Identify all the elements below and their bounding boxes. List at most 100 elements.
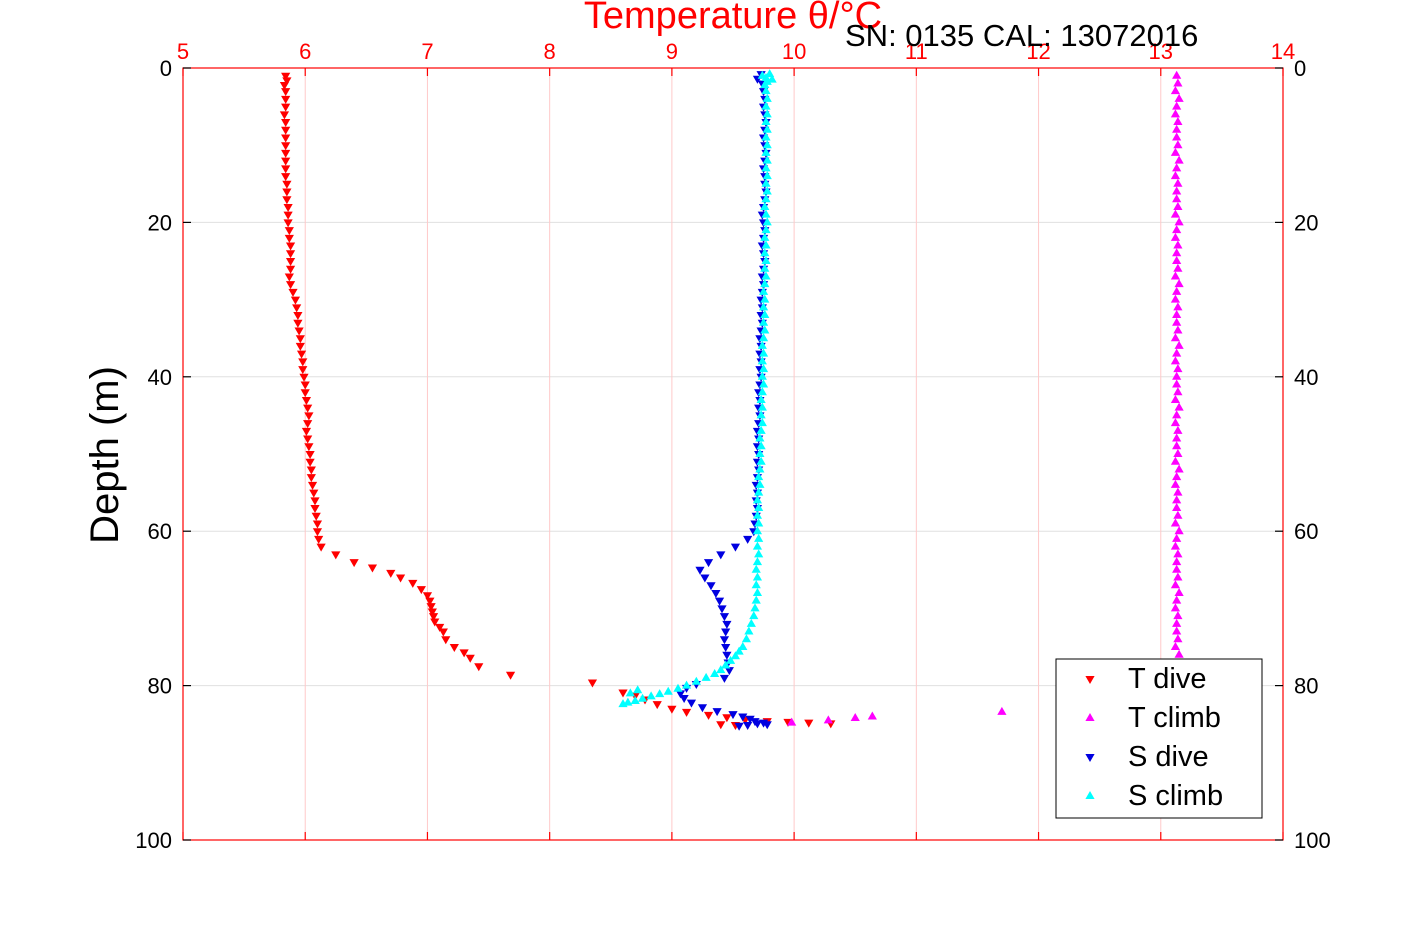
legend-box	[1055, 658, 1263, 819]
data-point-marker	[755, 464, 765, 473]
data-point-marker	[823, 715, 833, 724]
data-point-marker	[762, 171, 772, 180]
y-tick-label-left: 100	[135, 828, 172, 853]
data-point-marker	[301, 396, 312, 405]
data-point-marker	[722, 620, 732, 629]
data-point-marker	[633, 685, 643, 694]
data-point-marker	[288, 288, 298, 297]
data-point-marker	[761, 225, 771, 234]
data-point-marker	[757, 387, 767, 396]
data-point-marker	[422, 592, 433, 601]
data-point-marker	[760, 279, 770, 288]
data-point-marker	[292, 304, 302, 313]
data-point-marker	[738, 642, 748, 650]
data-point-marker	[754, 549, 764, 558]
data-point-marker	[719, 613, 730, 622]
data-point-marker	[758, 379, 769, 388]
data-point-marker	[331, 551, 341, 560]
data-point-marker	[282, 77, 292, 86]
data-point-marker	[281, 149, 291, 158]
data-point-marker	[725, 655, 736, 664]
data-point-marker	[758, 286, 769, 295]
data-point-marker	[760, 248, 770, 257]
data-point-marker	[804, 719, 814, 728]
data-point-marker	[282, 188, 292, 197]
data-point-marker	[1174, 340, 1184, 349]
chart-annotation: SN: 0135 CAL: 13072016	[845, 18, 1198, 53]
data-point-marker	[309, 489, 319, 498]
data-point-marker	[646, 691, 656, 700]
data-point-marker	[752, 720, 763, 729]
data-point-marker	[281, 142, 291, 151]
legend-label: T dive	[1128, 663, 1206, 695]
data-point-marker	[441, 636, 451, 645]
data-point-marker	[435, 623, 445, 632]
series-t-climb	[787, 70, 1184, 726]
data-point-marker	[285, 250, 296, 259]
x-tick-label: 10	[782, 39, 806, 64]
data-point-marker	[505, 671, 516, 680]
data-point-marker	[1172, 348, 1182, 357]
data-point-marker	[284, 273, 294, 282]
y-tick-label-right: 100	[1294, 828, 1331, 853]
data-point-marker	[1172, 286, 1182, 295]
data-point-marker	[1170, 580, 1181, 589]
data-point-marker	[761, 209, 771, 218]
data-point-marker	[758, 333, 769, 342]
data-point-marker	[1172, 124, 1182, 133]
data-point-marker	[717, 605, 727, 614]
data-point-marker	[663, 686, 673, 695]
data-point-marker	[1174, 649, 1184, 658]
data-point-marker	[438, 628, 448, 637]
data-point-marker	[1170, 479, 1181, 488]
data-point-marker	[652, 701, 662, 710]
data-point-marker	[755, 433, 765, 442]
data-point-marker	[427, 608, 437, 617]
data-point-marker	[1173, 425, 1183, 434]
data-point-marker	[1172, 626, 1182, 635]
data-point-marker	[767, 74, 777, 83]
data-point-marker	[300, 381, 310, 390]
data-point-marker	[428, 613, 439, 622]
data-point-marker	[295, 335, 305, 344]
data-point-marker	[728, 711, 738, 720]
data-point-marker	[1172, 310, 1182, 319]
data-point-marker	[673, 683, 683, 692]
data-point-marker	[1170, 541, 1181, 550]
data-point-marker	[1170, 147, 1181, 156]
data-point-marker	[281, 126, 291, 135]
data-point-marker	[700, 574, 710, 583]
data-point-marker	[312, 520, 323, 529]
y-axis: 0 0 20 20 40 40 60 60 80 80 100 100	[135, 56, 1330, 853]
data-point-marker	[762, 721, 772, 730]
data-point-marker	[706, 582, 716, 591]
data-point-marker	[1172, 132, 1182, 141]
data-point-marker	[618, 699, 628, 708]
data-point-marker	[697, 704, 708, 713]
data-point-marker	[675, 690, 686, 699]
data-point-marker	[752, 526, 763, 535]
data-point-marker	[1173, 201, 1183, 210]
data-point-marker	[1170, 294, 1181, 303]
data-point-marker	[1170, 333, 1181, 342]
data-point-marker	[314, 535, 324, 544]
data-point-marker	[474, 663, 484, 672]
data-point-marker	[623, 697, 633, 706]
data-point-marker	[721, 644, 731, 652]
data-point-marker	[1174, 155, 1184, 164]
data-point-marker	[1172, 433, 1182, 442]
data-point-marker	[1173, 263, 1183, 272]
data-point-marker	[1174, 402, 1184, 411]
data-point-marker	[303, 404, 313, 413]
data-point-marker	[734, 722, 744, 731]
data-point-marker	[867, 711, 877, 720]
data-point-marker	[757, 371, 767, 380]
data-point-marker	[1173, 549, 1183, 558]
data-point-marker	[316, 543, 326, 552]
data-point-marker	[305, 451, 315, 459]
legend-marker	[1085, 791, 1095, 799]
data-point-marker	[756, 456, 766, 465]
data-point-marker	[1172, 248, 1182, 257]
